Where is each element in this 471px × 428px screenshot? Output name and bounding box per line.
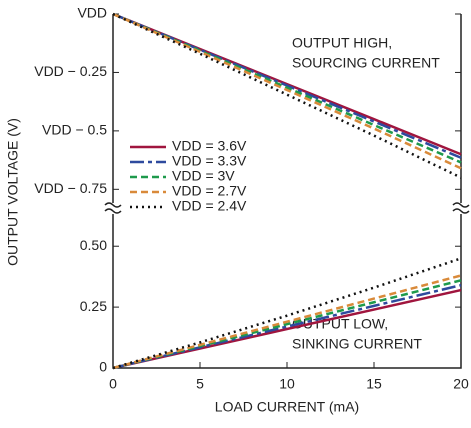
legend-label: VDD = 2.7V [172,183,247,199]
y-tick-label: VDD − 0.75 [34,180,107,196]
series-line [112,283,462,370]
series-line [112,257,462,370]
legend-label: VDD = 3.3V [172,153,247,169]
x-tick-label: 15 [366,376,382,392]
x-tick-label: 5 [196,376,204,392]
x-axis-label: LOAD CURRENT (mA) [215,399,359,415]
legend-label: VDD = 3.6V [172,138,247,154]
series-line [112,12,462,164]
x-tick-label: 20 [453,376,469,392]
annotation: SINKING CURRENT [292,336,422,352]
y-tick-label: 0.50 [80,237,107,253]
annotation: OUTPUT HIGH, [292,35,392,51]
axis-break [104,202,470,214]
legend-label: VDD = 2.4V [172,198,247,214]
series-line [112,12,462,170]
y-tick-label: VDD − 0.5 [42,122,107,138]
y-tick-label: VDD − 0.25 [34,63,107,79]
y-tick-label: VDD [77,5,107,21]
x-tick-label: 10 [279,376,295,392]
y-axis-label: OUTPUT VOLTAGE (V) [5,118,21,266]
legend-label: VDD = 3V [172,168,235,184]
y-tick-label: 0 [99,359,107,375]
series-line [112,12,462,159]
series-line [112,12,462,179]
annotation: SOURCING CURRENT [292,55,440,71]
y-tick-label: 0.25 [80,298,107,314]
series-line [112,274,462,370]
x-tick-label: 0 [109,376,117,392]
